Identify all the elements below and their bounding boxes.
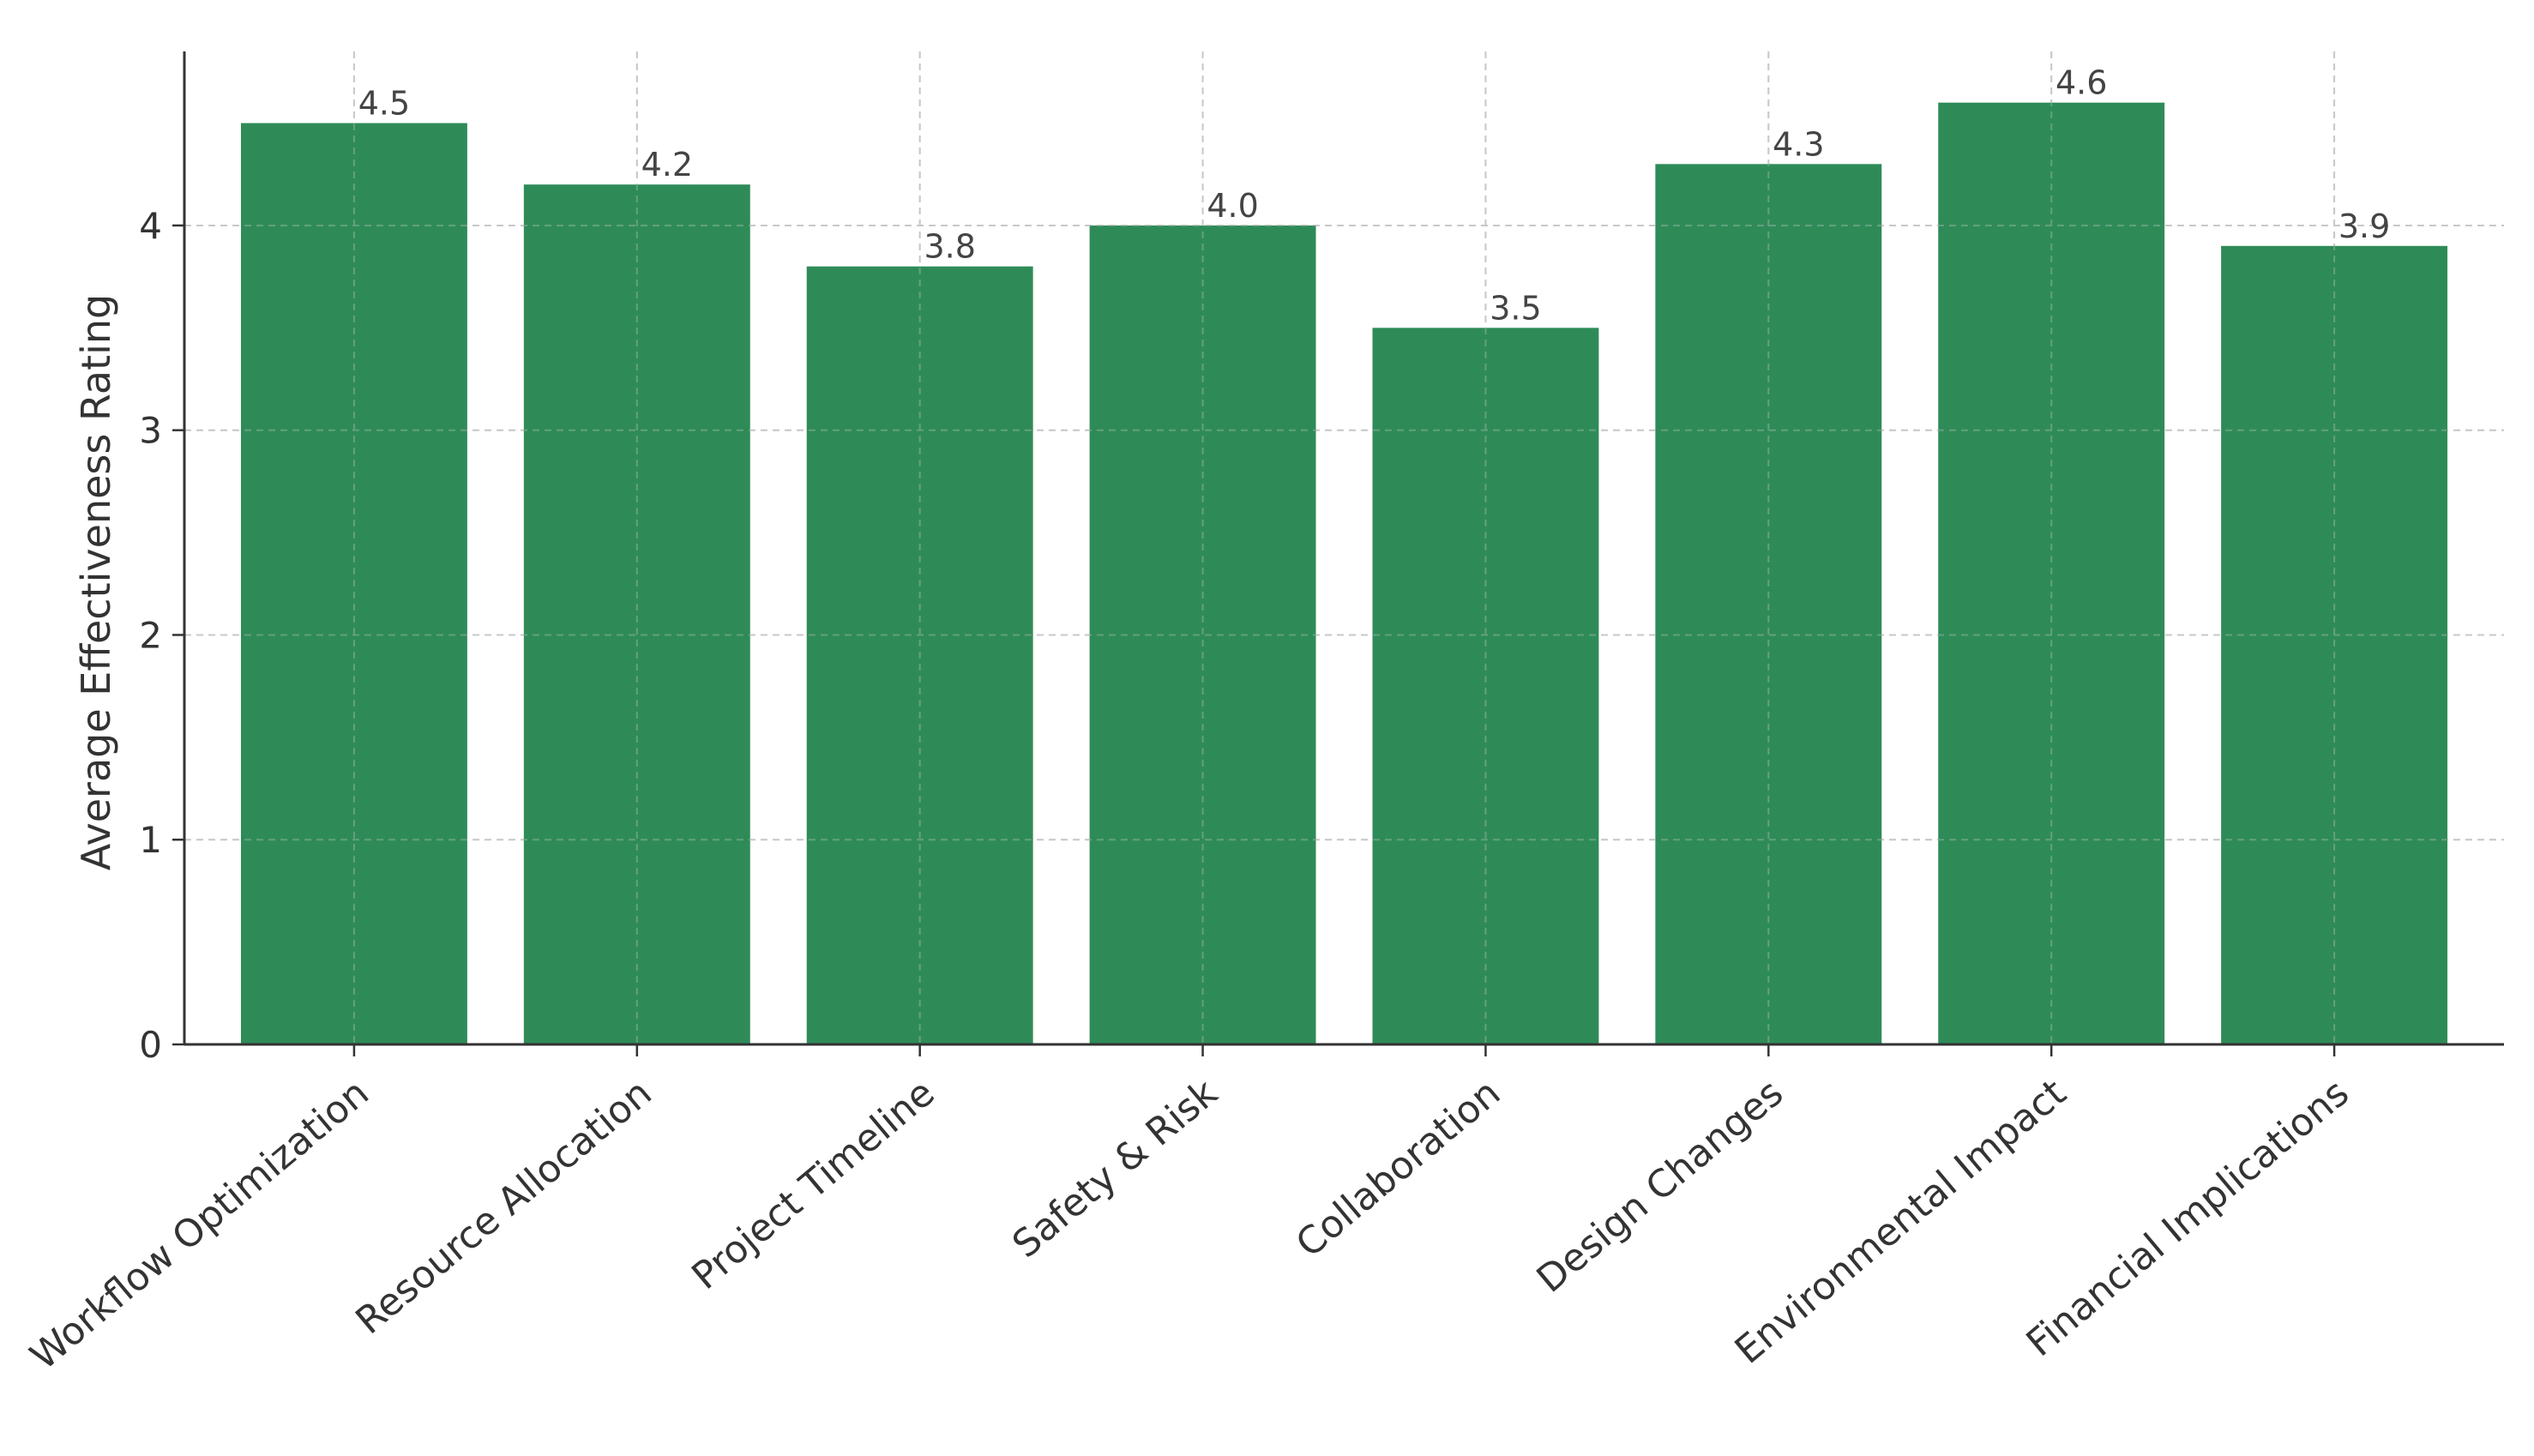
x-tick-label-4: Collaboration: [1288, 1071, 1508, 1266]
x-tick-label-7: Financial Implications: [2019, 1071, 2357, 1365]
bar-1: [523, 184, 750, 1045]
bar-7: [2221, 245, 2448, 1045]
bar-6: [1938, 102, 2165, 1045]
bars-layer: [184, 51, 2504, 1045]
y-ticks: 0 1 2 3 4: [139, 205, 184, 1066]
axes-layer: [183, 51, 2504, 1046]
value-label-0: 4.5: [358, 85, 410, 123]
value-label-6: 4.6: [2055, 64, 2107, 102]
x-tick-label-0: Workflow Optimization: [22, 1071, 377, 1379]
y-tick-label-4: 4: [139, 205, 162, 247]
bar-3: [1089, 225, 1316, 1044]
x-tick-label-3: Safety & Risk: [1004, 1071, 1226, 1267]
y-tick-label-2: 2: [139, 614, 162, 656]
y-axis-title: Average Effectiveness Rating: [73, 294, 119, 871]
x-tick-label-2: Project Timeline: [683, 1071, 942, 1298]
value-label-2: 3.8: [924, 228, 975, 266]
y-tick-label-1: 1: [139, 819, 162, 861]
grid-overlay: [184, 51, 2504, 1044]
value-labels: 4.5 4.2 3.8 4.0 3.5 4.3 4.6 3.9: [358, 64, 2391, 328]
value-label-5: 4.3: [1773, 125, 1824, 163]
bar-0: [240, 123, 467, 1044]
bar-5: [1655, 164, 1882, 1044]
x-tick-label-5: Design Changes: [1529, 1071, 1791, 1302]
y-tick-label-3: 3: [139, 410, 162, 452]
value-label-4: 3.5: [1490, 289, 1541, 327]
bar-4: [1372, 328, 1599, 1044]
x-tick-label-1: Resource Allocation: [347, 1071, 659, 1343]
value-label-7: 3.9: [2338, 208, 2390, 245]
value-label-1: 4.2: [641, 146, 693, 184]
bar-2: [806, 266, 1033, 1044]
y-tick-label-0: 0: [139, 1024, 162, 1066]
x-tick-label-6: Environmental Impact: [1727, 1071, 2074, 1373]
value-label-3: 4.0: [1207, 187, 1258, 225]
